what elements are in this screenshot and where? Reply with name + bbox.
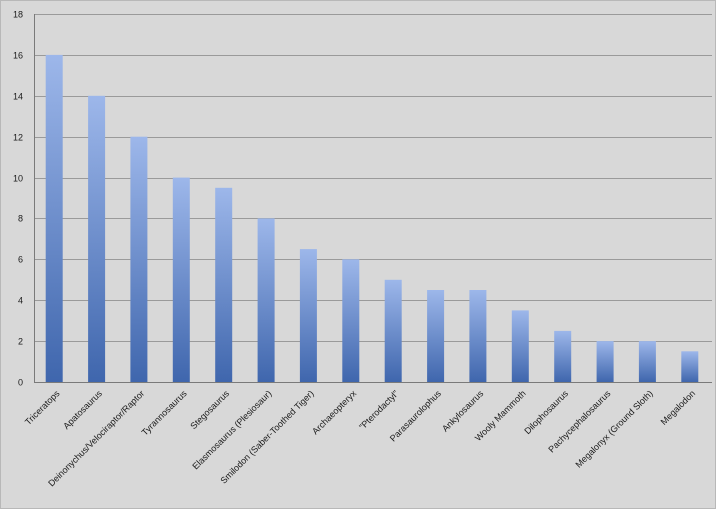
x-category-label: Megalonyx (Ground Sloth)	[573, 388, 654, 469]
bar-triceratops	[45, 54, 63, 383]
bar-smilodon-saber-toothed-tiger	[299, 249, 317, 382]
y-tick-label: 16	[13, 51, 23, 61]
x-category-label: Stegosaurus	[188, 388, 231, 431]
bar-wooly-mammoth	[511, 310, 529, 382]
bar-archaeopteryx	[342, 259, 360, 382]
bar-tyrannosaurus	[172, 177, 190, 382]
x-category-label: Triceratops	[23, 388, 62, 427]
bar-stegosaurus	[215, 187, 233, 382]
bar-elasmosaurus-plesiosaur	[257, 218, 275, 382]
x-category-label: Tyrannosaurus	[140, 388, 190, 438]
bar-parasaurolophus	[427, 290, 445, 382]
y-tick-label: 0	[18, 378, 23, 388]
x-category-label: Apatosaurus	[61, 388, 104, 431]
bar-deinonychus-velociraptor-raptor	[130, 136, 148, 382]
x-category-label: "Pterodactyl"	[357, 388, 400, 431]
bar-megalodon	[681, 351, 699, 382]
bar-pterodactyl	[384, 279, 402, 382]
x-category-label: Elasmosaurus (Plesiosaur)	[190, 388, 273, 471]
x-category-label: Ankylosaurus	[440, 388, 486, 434]
bar-apatosaurus	[88, 95, 106, 383]
y-tick-label: 4	[18, 296, 23, 306]
y-tick-label: 18	[13, 10, 23, 20]
x-axis-category-labels: Triceratops ApatosaurusDeinonychus/Veloci…	[23, 388, 697, 488]
x-category-label: Smilodon (Saber-Toothed Tiger)	[219, 388, 316, 485]
y-tick-label: 6	[18, 255, 23, 265]
bar-pachycephalosaurus	[596, 341, 614, 382]
bar-megalonyx-ground-sloth	[638, 341, 656, 382]
y-tick-label: 14	[13, 92, 23, 102]
y-tick-label: 12	[13, 133, 23, 143]
y-tick-label: 8	[18, 214, 23, 224]
y-axis-tick-labels: 0 2 4 6 8 10 12 14 16 18	[13, 10, 23, 388]
x-category-label: Archaeopteryx	[310, 388, 358, 436]
x-category-label: Deinonychus/Velociraptor/Raptor	[46, 388, 146, 488]
x-category-label: Dilophosaurus	[522, 388, 570, 436]
y-tick-label: 10	[13, 174, 23, 184]
bar-ankylosaurus	[469, 290, 487, 382]
bars	[45, 54, 699, 383]
x-category-label: Megalodon	[659, 388, 698, 427]
y-tick-label: 2	[18, 337, 23, 347]
bar-dilophosaurus	[554, 330, 572, 382]
